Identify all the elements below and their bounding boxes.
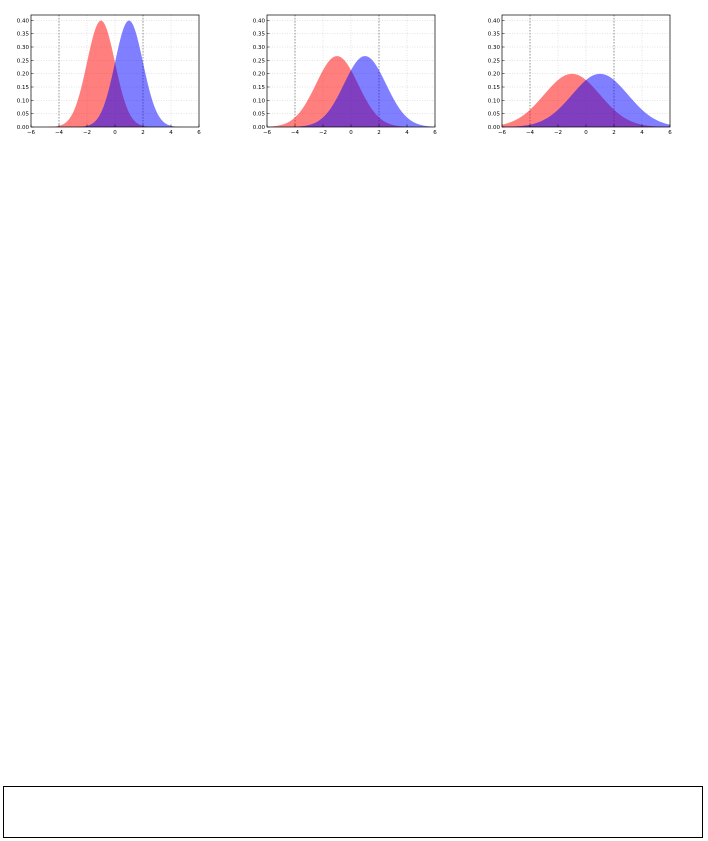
chart-svg: −6 −4 −2 0 2 4 6 0.00 0.05 0.10 0.15 0.20 0.25 0.30 0.…: [488, 14, 672, 136]
x-tick-label: −4: [291, 130, 300, 136]
x-tick-label: 4: [405, 130, 409, 136]
y-tick-label: 0.35: [488, 32, 501, 38]
y-tick-label: 0.05: [253, 112, 266, 118]
y-tick-label: 0.30: [17, 45, 30, 51]
x-tick-label: −2: [319, 130, 327, 136]
x-tick-label: 6: [668, 130, 672, 136]
density-area-blue: [267, 56, 435, 127]
x-tick-label: 0: [113, 130, 117, 136]
x-tick-label: −6: [27, 130, 36, 136]
x-tick-label: −4: [55, 130, 64, 136]
y-tick-label: 0.15: [17, 85, 30, 91]
x-tick-label: −6: [263, 130, 272, 136]
y-tick-label: 0.15: [253, 85, 266, 91]
y-tick-label: 0.20: [17, 72, 30, 78]
density-area-blue: [502, 73, 670, 127]
x-tick-label: 6: [433, 130, 437, 136]
y-tick-label: 0.20: [488, 72, 501, 78]
density-chart-3: −6 −4 −2 0 2 4 6 0.00 0.05 0.10 0.15 0.20 0.25 0.30 0.…: [474, 8, 674, 140]
y-tick-label: 0.35: [253, 32, 266, 38]
y-tick-label: 0.40: [488, 18, 501, 24]
y-tick-label: 0.25: [17, 58, 30, 64]
x-tick-label: −6: [498, 130, 507, 136]
x-tick-label: 2: [141, 130, 145, 136]
y-tick-label: 0.00: [17, 125, 30, 131]
y-tick-label: 0.40: [253, 18, 266, 24]
x-tick-label: 2: [377, 130, 381, 136]
y-tick-label: 0.10: [253, 98, 266, 104]
y-tick-label: 0.25: [253, 58, 266, 64]
density-chart-2: −6 −4 −2 0 2 4 6 0.00 0.05 0.10 0.15 0.20 0.25 0.30 0.…: [239, 8, 439, 140]
x-tick-label: 4: [640, 130, 644, 136]
x-tick-label: 2: [612, 130, 616, 136]
y-tick-label: 0.35: [17, 32, 30, 38]
x-tick-label: −4: [526, 130, 535, 136]
x-tick-label: 0: [349, 130, 353, 136]
y-tick-label: 0.05: [17, 112, 30, 118]
x-tick-label: −2: [83, 130, 91, 136]
x-tick-label: 4: [169, 130, 173, 136]
y-tick-label: 0.30: [253, 45, 266, 51]
y-tick-label: 0.20: [253, 72, 266, 78]
y-tick-label: 0.15: [488, 85, 501, 91]
y-tick-label: 0.40: [17, 18, 30, 24]
density-area-blue: [31, 20, 199, 128]
chart-svg: −6 −4 −2 0 2 4 6 0.00 0.05 0.10 0.15 0.20 0.25 0.30 0.…: [17, 14, 201, 136]
y-tick-label: 0.10: [488, 98, 501, 104]
y-tick-label: 0.10: [17, 98, 30, 104]
y-tick-label: 0.30: [488, 45, 501, 51]
y-tick-label: 0.00: [253, 125, 266, 131]
x-tick-label: −2: [554, 130, 562, 136]
empty-text-box: [3, 786, 703, 838]
density-chart-1: −6 −4 −2 0 2 4 6 0.00 0.05 0.10 0.15 0.20 0.25 0.30 0.…: [3, 8, 203, 140]
y-tick-label: 0.05: [488, 112, 501, 118]
x-tick-label: 0: [584, 130, 588, 136]
y-tick-label: 0.00: [488, 125, 501, 131]
y-tick-label: 0.25: [488, 58, 501, 64]
chart-svg: −6 −4 −2 0 2 4 6 0.00 0.05 0.10 0.15 0.20 0.25 0.30 0.…: [253, 14, 437, 136]
x-tick-label: 6: [197, 130, 201, 136]
